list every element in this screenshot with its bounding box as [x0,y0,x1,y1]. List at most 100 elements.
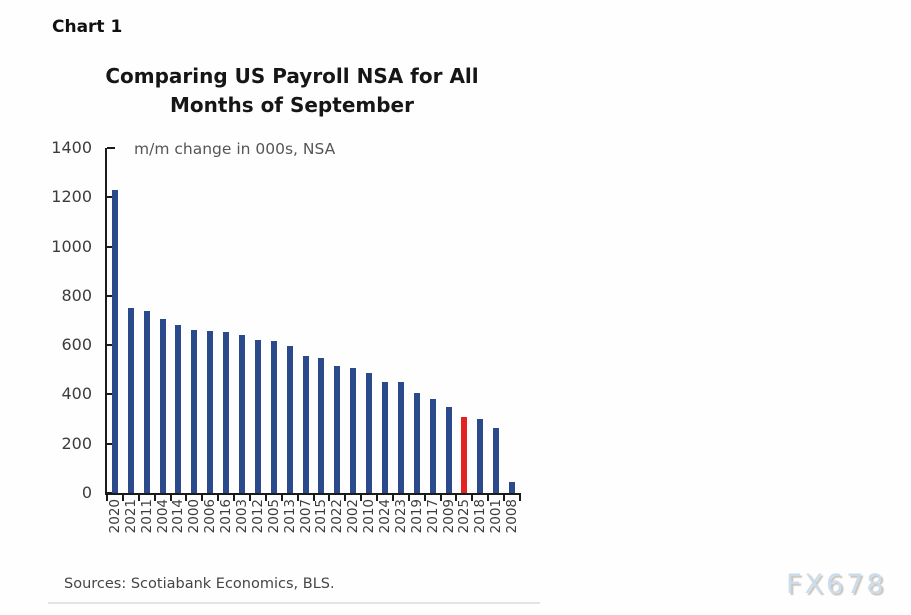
bar-2022 [334,366,341,493]
x-axis-tick [137,493,140,501]
bar-2011 [143,311,150,493]
y-axis-tick-label: 1400 [51,138,92,157]
x-axis-tick [233,493,236,501]
x-axis-tick [503,493,506,501]
x-axis-tick [201,493,204,501]
x-axis-tick [264,493,267,501]
x-axis-tick [407,493,410,501]
plot-area: 2020 2021 2011 2004 2014 2000 2006 2016 2003 2012… [105,147,521,533]
x-axis-label-2012: 2012 [249,499,266,534]
x-axis-tick [344,493,347,501]
x-axis-tick [376,493,379,501]
x-axis-tick [439,493,442,501]
y-axis-tick-label: 1200 [51,187,92,207]
y-axis-tick [107,492,115,494]
x-axis-tick [423,493,426,501]
x-axis-tick [360,493,363,501]
bar-2017 [429,399,436,493]
x-axis-tick [248,493,251,501]
bar-2024 [381,381,388,493]
bar-2020 [111,189,118,493]
chart-label: Chart 1 [52,17,123,37]
x-axis-label-2004: 2004 [154,499,171,534]
x-axis-label-2000: 2000 [186,499,203,534]
bar-2003 [239,334,246,493]
y-axis-tick [107,294,115,297]
y-axis-tick-label: 0 [81,483,92,502]
x-axis-label-2013: 2013 [281,499,298,534]
bar-2010 [366,373,373,493]
y-axis-tick [107,393,115,396]
x-axis-tick [153,493,156,501]
x-axis-label-2005: 2005 [265,499,282,534]
y-axis-tick [107,245,115,248]
x-axis-label-2009: 2009 [440,499,457,534]
y-axis-tick-label: 400 [61,384,92,404]
bar-2007 [302,356,309,493]
x-axis-label-2006: 2006 [202,499,219,534]
x-axis-tick [487,493,490,501]
x-axis-label-2020: 2020 [106,499,123,534]
x-axis-label-2014: 2014 [170,499,187,534]
bar-2001 [493,428,500,493]
sources-note: Sources: Scotiabank Economics, BLS. [64,576,335,592]
bar-2021 [127,307,134,493]
x-axis-label-2018: 2018 [472,499,489,534]
bar-2018 [477,419,484,493]
y-axis-tick-label: 800 [61,285,92,305]
x-axis-tick [185,493,188,501]
x-axis-label-2011: 2011 [138,499,155,534]
x-axis-tick [296,493,299,501]
x-axis-tick [455,493,458,501]
x-axis-tick [217,493,220,501]
x-axis-label-2025: 2025 [456,499,473,534]
x-axis-tick [312,493,315,501]
x-axis-label-2017: 2017 [424,499,441,534]
x-axis-tick [106,493,108,501]
x-axis-label-2016: 2016 [218,499,235,534]
watermark-fx678: FX678 [786,569,887,600]
y-axis-tick [107,196,115,199]
x-axis-label-2021: 2021 [122,499,139,534]
bar-2015 [318,358,325,493]
x-axis-tick [519,493,521,501]
bar-2005 [270,341,277,493]
x-axis-tick [391,493,394,501]
x-axis-label-2002: 2002 [345,499,362,534]
chart-subtitle: m/m change in 000s, NSA [134,140,336,158]
x-axis-label-2022: 2022 [329,499,346,534]
y-axis-tick [107,344,115,347]
y-axis-tick-label: 600 [61,335,92,355]
x-axis-label-2010: 2010 [361,499,378,534]
x-axis-label-2003: 2003 [234,499,251,534]
bar-2012 [254,340,261,493]
x-axis-tick [471,493,474,501]
bar-2023 [397,382,404,493]
x-axis-tick [121,493,124,501]
x-axis-label-2007: 2007 [297,499,314,534]
x-axis-label-2023: 2023 [392,499,409,534]
bar-2019 [413,392,420,493]
footer-divider [48,602,540,604]
bar-2002 [350,368,357,493]
y-axis-tick [107,442,115,445]
y-axis-tick-label: 1000 [51,236,92,256]
x-axis-label-2008: 2008 [504,499,521,534]
y-axis-tick [107,147,115,149]
bar-2008 [509,481,516,493]
x-axis-label-2024: 2024 [376,499,393,534]
chart-title-line1: Comparing US Payroll NSA for All [105,64,479,88]
highlighted-bar-2025 [461,416,468,493]
x-axis-tick [169,493,172,501]
bar-2006 [207,330,214,493]
bar-2009 [445,406,452,493]
y-axis-tick-label: 200 [61,433,92,453]
chart-title: Comparing US Payroll NSA for All Months … [82,62,502,120]
x-axis-label-2019: 2019 [408,499,425,534]
bar-2016 [223,331,230,493]
bar-2014 [175,325,182,493]
bar-2000 [191,330,198,493]
y-axis-labels: 0 200 400 600 800 1000 1200 1400 [30,139,92,502]
x-axis-label-2001: 2001 [488,499,505,534]
